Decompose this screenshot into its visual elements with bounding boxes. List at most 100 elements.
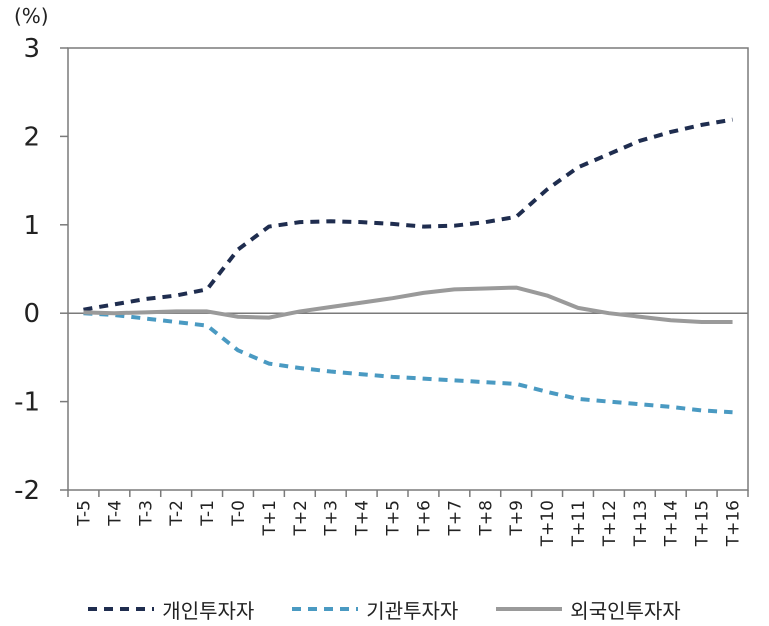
data-point-series-0 bbox=[514, 215, 518, 219]
data-point-series-0 bbox=[112, 302, 116, 306]
x-tick-label: T+5 bbox=[384, 500, 404, 536]
x-tick-label: T-1 bbox=[198, 500, 218, 527]
data-point-series-1 bbox=[483, 380, 487, 384]
legend: 개인투자자 기관투자자 외국인투자자 bbox=[0, 592, 769, 626]
data-point-series-2 bbox=[174, 309, 178, 313]
data-point-series-0 bbox=[205, 287, 209, 291]
data-point-series-2 bbox=[391, 296, 395, 300]
data-point-series-2 bbox=[236, 315, 240, 319]
legend-label-series-2: 외국인투자자 bbox=[570, 598, 681, 623]
data-point-series-1 bbox=[143, 317, 147, 321]
x-tick-label: T+8 bbox=[476, 500, 496, 536]
legend-item-series-0: 개인투자자 bbox=[88, 595, 254, 624]
x-tick-label: T-5 bbox=[74, 500, 94, 527]
data-point-series-2 bbox=[607, 311, 611, 315]
x-tick-label: T+6 bbox=[414, 500, 434, 536]
series-line-2 bbox=[83, 285, 733, 325]
legend-swatch-series-1 bbox=[292, 607, 359, 611]
data-point-series-2 bbox=[514, 286, 518, 290]
data-point-series-2 bbox=[360, 301, 364, 305]
x-tick-label: T+3 bbox=[322, 500, 342, 536]
x-tick-label: T+10 bbox=[538, 500, 558, 547]
data-point-series-1 bbox=[174, 320, 178, 324]
data-point-series-1 bbox=[421, 377, 425, 381]
y-tick-label: 1 bbox=[23, 211, 40, 241]
data-point-series-0 bbox=[267, 225, 271, 229]
y-tick-label: 2 bbox=[23, 122, 40, 152]
data-point-series-0 bbox=[638, 139, 642, 143]
data-point-series-2 bbox=[700, 320, 704, 324]
x-tick-label: T+14 bbox=[662, 500, 682, 547]
data-point-series-1 bbox=[452, 378, 456, 382]
data-point-series-0 bbox=[700, 123, 704, 127]
x-tick-label: T+15 bbox=[693, 500, 713, 547]
line-chart: 3 2 1 0 -1 -2 T-5 T-4 T-3 T-2 T-1 T-0 T+1 T+2 T+3 T+4 T+… bbox=[14, 34, 749, 547]
data-point-series-0 bbox=[483, 220, 487, 224]
data-point-series-0 bbox=[298, 220, 302, 224]
y-tick-label: 3 bbox=[23, 34, 40, 64]
data-point-series-0 bbox=[174, 294, 178, 298]
y-tick-label: -2 bbox=[14, 476, 40, 506]
data-point-series-1 bbox=[514, 382, 518, 386]
data-point-series-0 bbox=[236, 248, 240, 252]
data-point-series-2 bbox=[112, 311, 116, 315]
x-tick-label: T-4 bbox=[105, 500, 125, 527]
x-tick-label: T+1 bbox=[260, 500, 280, 536]
data-point-series-2 bbox=[421, 291, 425, 295]
x-tick-label: T+13 bbox=[631, 500, 651, 547]
data-point-series-2 bbox=[638, 315, 642, 319]
series-line-0 bbox=[83, 117, 733, 312]
x-tick-label: T+12 bbox=[600, 500, 620, 547]
data-point-series-2 bbox=[452, 287, 456, 291]
data-point-series-1 bbox=[638, 402, 642, 406]
x-tick-label: T+9 bbox=[507, 500, 527, 536]
data-point-series-0 bbox=[421, 225, 425, 229]
data-point-series-2 bbox=[483, 286, 487, 290]
legend-label-series-0: 개인투자자 bbox=[162, 598, 255, 623]
data-point-series-0 bbox=[143, 297, 147, 301]
legend-item-series-2: 외국인투자자 bbox=[496, 595, 681, 624]
data-point-series-0 bbox=[731, 118, 735, 122]
x-tick-label: T-3 bbox=[136, 500, 156, 527]
data-point-series-2 bbox=[731, 320, 735, 324]
data-point-series-1 bbox=[700, 408, 704, 412]
data-point-series-1 bbox=[576, 397, 580, 401]
data-point-series-0 bbox=[545, 187, 549, 191]
data-point-series-0 bbox=[669, 130, 673, 134]
x-tick-label: T+16 bbox=[724, 500, 744, 547]
y-axis-unit-label: (%) bbox=[14, 4, 49, 28]
data-point-series-1 bbox=[205, 324, 209, 328]
data-point-series-1 bbox=[545, 390, 549, 394]
data-point-series-1 bbox=[329, 370, 333, 374]
legend-swatch-series-0 bbox=[88, 607, 155, 611]
y-tick-label: -1 bbox=[14, 388, 40, 418]
data-point-series-2 bbox=[81, 310, 85, 314]
series-line-1 bbox=[83, 311, 733, 415]
data-point-series-2 bbox=[267, 316, 271, 320]
data-point-series-2 bbox=[669, 318, 673, 322]
data-point-series-1 bbox=[236, 348, 240, 352]
data-point-series-0 bbox=[607, 152, 611, 156]
x-tick-label: T+2 bbox=[291, 500, 311, 536]
data-point-series-0 bbox=[452, 224, 456, 228]
data-point-series-0 bbox=[329, 219, 333, 223]
x-tick-label: T+7 bbox=[445, 500, 465, 536]
x-tick-label: T+4 bbox=[353, 500, 373, 536]
data-point-series-0 bbox=[391, 222, 395, 226]
data-point-series-1 bbox=[391, 375, 395, 379]
plot-area-frame bbox=[67, 47, 749, 491]
x-tick-label: T+11 bbox=[569, 500, 589, 547]
data-point-series-2 bbox=[205, 309, 209, 313]
data-point-series-2 bbox=[545, 294, 549, 298]
y-tick-label: 0 bbox=[23, 299, 40, 329]
data-point-series-2 bbox=[329, 305, 333, 309]
data-point-series-1 bbox=[298, 366, 302, 370]
data-point-series-1 bbox=[607, 400, 611, 404]
data-point-series-2 bbox=[143, 310, 147, 314]
data-point-series-0 bbox=[360, 220, 364, 224]
x-tick-label: T-0 bbox=[229, 500, 249, 527]
legend-item-series-1: 기관투자자 bbox=[292, 595, 458, 624]
legend-swatch-series-2 bbox=[496, 607, 563, 611]
data-point-series-1 bbox=[360, 372, 364, 376]
data-point-series-1 bbox=[669, 405, 673, 409]
